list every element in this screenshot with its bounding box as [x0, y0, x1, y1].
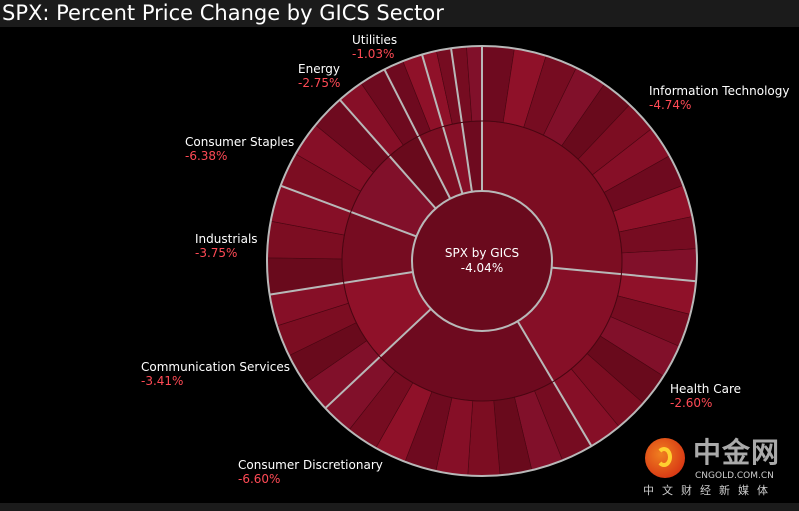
ring-outline: [411, 190, 553, 332]
sector-divider: [421, 54, 464, 195]
sector-divider: [383, 68, 452, 200]
sector-divider: [516, 320, 593, 447]
label-health-care: Health Care -2.60%: [670, 382, 742, 410]
sector-divider: [269, 270, 414, 296]
ring-outline: [341, 120, 623, 402]
label-utilities: Utilities -1.03%: [352, 33, 398, 61]
bottom-bar: [0, 503, 799, 511]
chart-title: SPX: Percent Price Change by GICS Sector: [2, 1, 444, 25]
center-label: SPX by GICS -4.04%: [412, 246, 552, 276]
watermark-sub: 中文财经新媒体: [643, 484, 776, 497]
logo-icon: [645, 438, 685, 478]
label-communication-services: Communication Services -3.41%: [141, 360, 290, 388]
label-information-technology: Information Technology -4.74%: [649, 84, 790, 112]
watermark-en: CNGOLD.COM.CN: [695, 471, 774, 481]
sector-divider: [450, 48, 473, 192]
center-name: SPX by GICS: [444, 246, 520, 260]
ring-outline: [266, 45, 698, 477]
label-energy: Energy -2.75%: [298, 62, 341, 90]
sector-divider: [339, 99, 437, 210]
title-bar: SPX: Percent Price Change by GICS Sector: [0, 0, 799, 27]
label-consumer-discretionary: Consumer Discretionary -6.60%: [238, 458, 383, 486]
watermark-logo: 中金网 CNGOLD.COM.CN 中文财经新媒体: [643, 438, 793, 500]
watermark-cn: 中金网: [693, 436, 781, 469]
sector-divider: [551, 266, 697, 283]
label-industrials: Industrials -3.75%: [195, 232, 258, 260]
center-value: -4.04%: [460, 261, 504, 275]
sector-divider: [280, 184, 417, 238]
sector-divider: [324, 308, 432, 409]
label-consumer-staples: Consumer Staples -6.38%: [185, 135, 295, 163]
logo-swirl-icon: [656, 447, 672, 467]
